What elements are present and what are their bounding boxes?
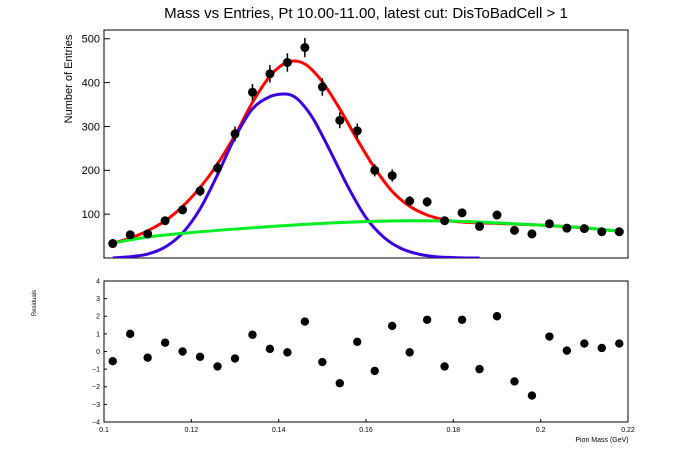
data-point <box>143 229 153 239</box>
data-point <box>353 337 362 347</box>
x-tick-label: 0.12 <box>185 427 199 434</box>
data-point <box>178 205 188 215</box>
x-tick-label: 0.22 <box>621 427 635 434</box>
data-point <box>335 379 344 388</box>
data-point <box>213 362 222 371</box>
data-point <box>597 227 607 237</box>
data-point <box>492 210 502 220</box>
data-point <box>108 356 117 366</box>
data-point <box>615 339 624 348</box>
y-tick-label: 300 <box>82 121 100 133</box>
data-point <box>509 225 519 235</box>
data-point <box>545 332 554 341</box>
data-point <box>492 312 502 321</box>
data-point <box>457 315 467 324</box>
x-tick-label: 0.18 <box>447 427 461 434</box>
y-tick-label: 100 <box>82 209 100 221</box>
data-point <box>457 208 467 218</box>
data-point <box>580 339 589 348</box>
data-point <box>195 352 205 361</box>
data-point <box>248 330 257 339</box>
data-point <box>300 317 310 326</box>
data-point <box>614 227 624 237</box>
data-point <box>317 82 327 92</box>
data-point <box>230 129 240 139</box>
x-tick-label: 0.2 <box>536 427 546 434</box>
data-point <box>370 366 379 376</box>
data-point <box>527 391 537 400</box>
data-point <box>230 354 240 363</box>
y-tick-label: −3 <box>92 402 100 409</box>
data-point <box>247 87 257 97</box>
residual-y-axis-label: Residuals <box>32 290 38 316</box>
residual-plot: Residuals Pion Mass (GeV) −4 −3 −2 −1 0 1 2 3 4 0… <box>32 278 635 444</box>
data-point <box>388 321 397 331</box>
data-point <box>160 216 170 226</box>
data-point <box>405 196 415 206</box>
y-tick-label: −1 <box>92 367 100 374</box>
data-point <box>579 224 589 234</box>
data-point <box>318 357 327 367</box>
data-point <box>143 353 152 362</box>
data-point <box>597 343 606 353</box>
background-fit-line <box>108 219 624 246</box>
data-point <box>265 69 275 79</box>
data-point <box>440 362 449 371</box>
y-tick-label: 2 <box>96 314 100 321</box>
data-point <box>178 347 187 356</box>
y-tick-label: 0 <box>96 349 100 356</box>
y-tick-label: 1 <box>96 331 100 338</box>
data-point <box>126 329 135 339</box>
top-y-axis-label: Number of Entries <box>63 34 75 123</box>
data-point <box>440 216 450 226</box>
top-plot-frame <box>103 29 629 259</box>
x-tick-label: 0.14 <box>272 427 286 434</box>
data-point <box>562 223 572 233</box>
data-point <box>335 115 345 125</box>
data-point <box>544 219 554 229</box>
data-point <box>422 315 432 324</box>
data-point <box>405 348 414 357</box>
data-point <box>527 229 537 239</box>
data-point <box>562 346 572 355</box>
data-point <box>422 197 432 207</box>
data-point <box>265 344 275 354</box>
y-tick-label: 500 <box>82 34 100 46</box>
y-tick-label: −2 <box>92 384 100 391</box>
data-point <box>370 165 380 175</box>
y-tick-label: 3 <box>96 296 100 303</box>
data-point <box>125 230 135 240</box>
data-point <box>475 221 485 231</box>
data-point <box>475 364 484 374</box>
data-point <box>352 126 362 136</box>
data-point <box>510 377 519 386</box>
y-tick-label: −4 <box>92 419 100 426</box>
data-point <box>300 43 310 53</box>
y-tick-label: 4 <box>96 278 100 285</box>
x-tick-label: 0.16 <box>359 427 373 434</box>
y-tick-label: 200 <box>82 165 100 177</box>
residual-x-axis-label: Pion Mass (GeV) <box>575 437 628 444</box>
data-point <box>108 239 118 249</box>
data-point <box>213 163 223 173</box>
data-point <box>282 57 292 67</box>
chart-title: Mass vs Entries, Pt 10.00-11.00, latest … <box>164 5 568 22</box>
data-point <box>195 186 205 196</box>
top-plot: Number of Entries 100 200 300 400 500 <box>63 29 629 259</box>
y-tick-label: 400 <box>82 77 100 89</box>
data-point <box>387 171 397 181</box>
x-tick-label: 0.1 <box>99 427 109 434</box>
data-point <box>160 338 170 347</box>
data-point <box>283 348 292 357</box>
